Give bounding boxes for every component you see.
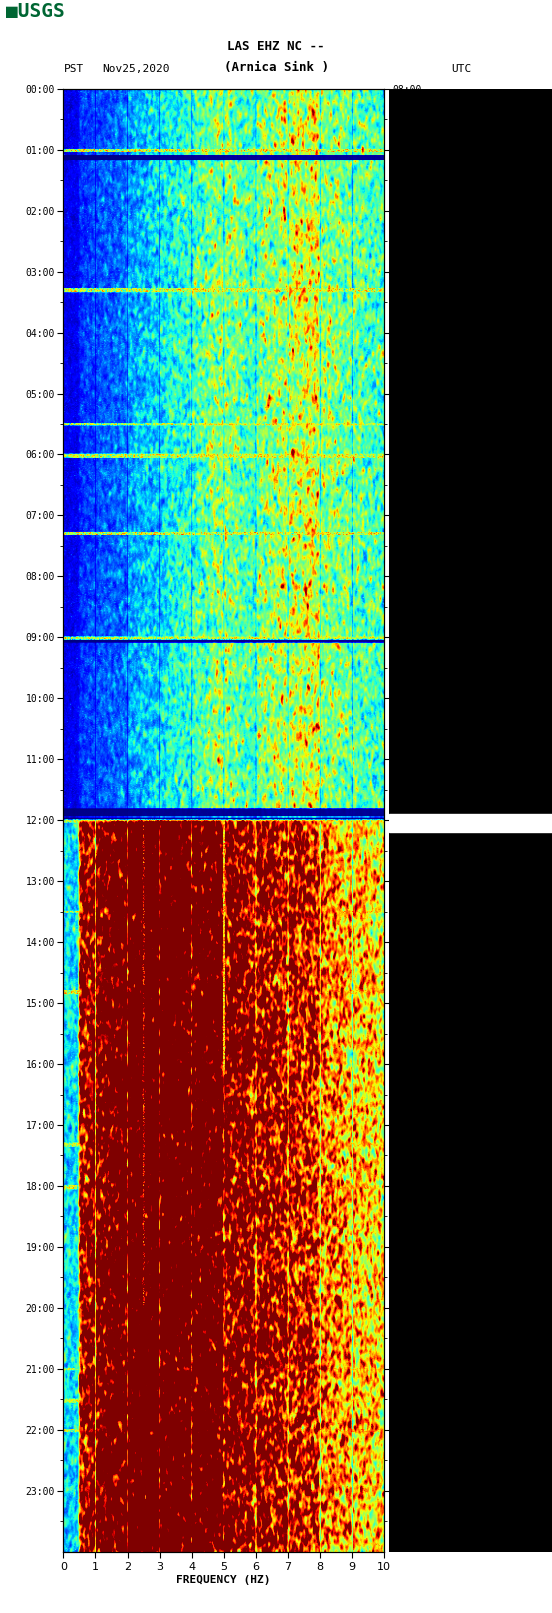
Text: (Arnica Sink ): (Arnica Sink ) <box>224 61 328 74</box>
Text: PST: PST <box>63 65 84 74</box>
Text: Nov25,2020: Nov25,2020 <box>102 65 169 74</box>
Text: UTC: UTC <box>451 65 471 74</box>
X-axis label: FREQUENCY (HZ): FREQUENCY (HZ) <box>176 1574 271 1586</box>
Text: LAS EHZ NC --: LAS EHZ NC -- <box>227 40 325 53</box>
Text: ■USGS: ■USGS <box>6 3 64 21</box>
Bar <box>389 815 552 832</box>
